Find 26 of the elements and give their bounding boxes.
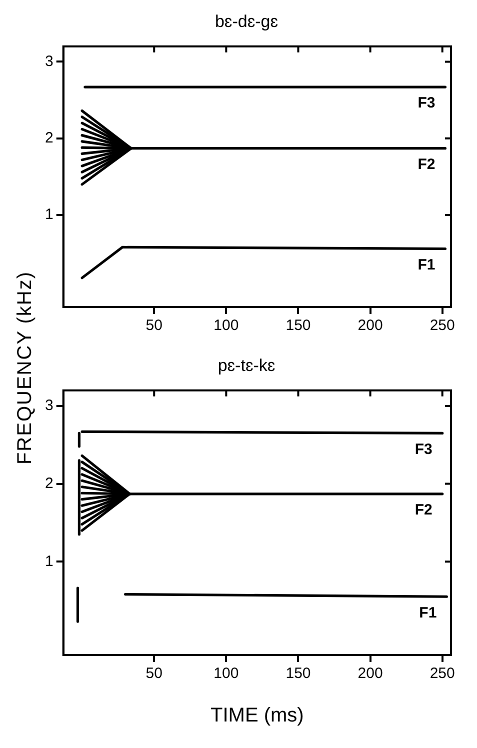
series-label: F1: [419, 604, 437, 622]
y-tick-label: 2: [45, 130, 54, 147]
y-tick-label: 1: [45, 552, 54, 570]
legend-label: F2: [418, 156, 436, 173]
series-label: F1: [418, 256, 436, 274]
x-tick-label: 100: [214, 665, 239, 682]
x-tick-label: 250: [430, 665, 455, 682]
x-tick-label: 250: [430, 317, 455, 334]
x-axis-title: TIME (ms): [210, 704, 304, 727]
chart-title: bɛ-dɛ-gɛ: [214, 12, 278, 31]
x-tick-label: 200: [358, 665, 383, 682]
y-axis-title: FREQUENCY (kHz): [14, 271, 36, 465]
chart-title: pɛ-tɛ-kɛ: [218, 356, 276, 375]
x-tick-label: 100: [214, 317, 239, 334]
x-tick-label: 150: [286, 665, 311, 682]
series-label: F2: [414, 502, 432, 519]
x-tick-label: 200: [358, 317, 383, 334]
series-label: F3: [414, 440, 432, 458]
x-tick-label: 50: [146, 317, 162, 334]
y-tick-label: 3: [45, 52, 54, 70]
series-label: F3: [418, 94, 436, 112]
x-tick-label: 50: [146, 665, 162, 682]
y-tick-label: 2: [45, 474, 54, 492]
y-tick-label: 1: [45, 206, 54, 224]
y-tick-label: 3: [45, 397, 54, 414]
x-tick-label: 150: [286, 317, 311, 334]
